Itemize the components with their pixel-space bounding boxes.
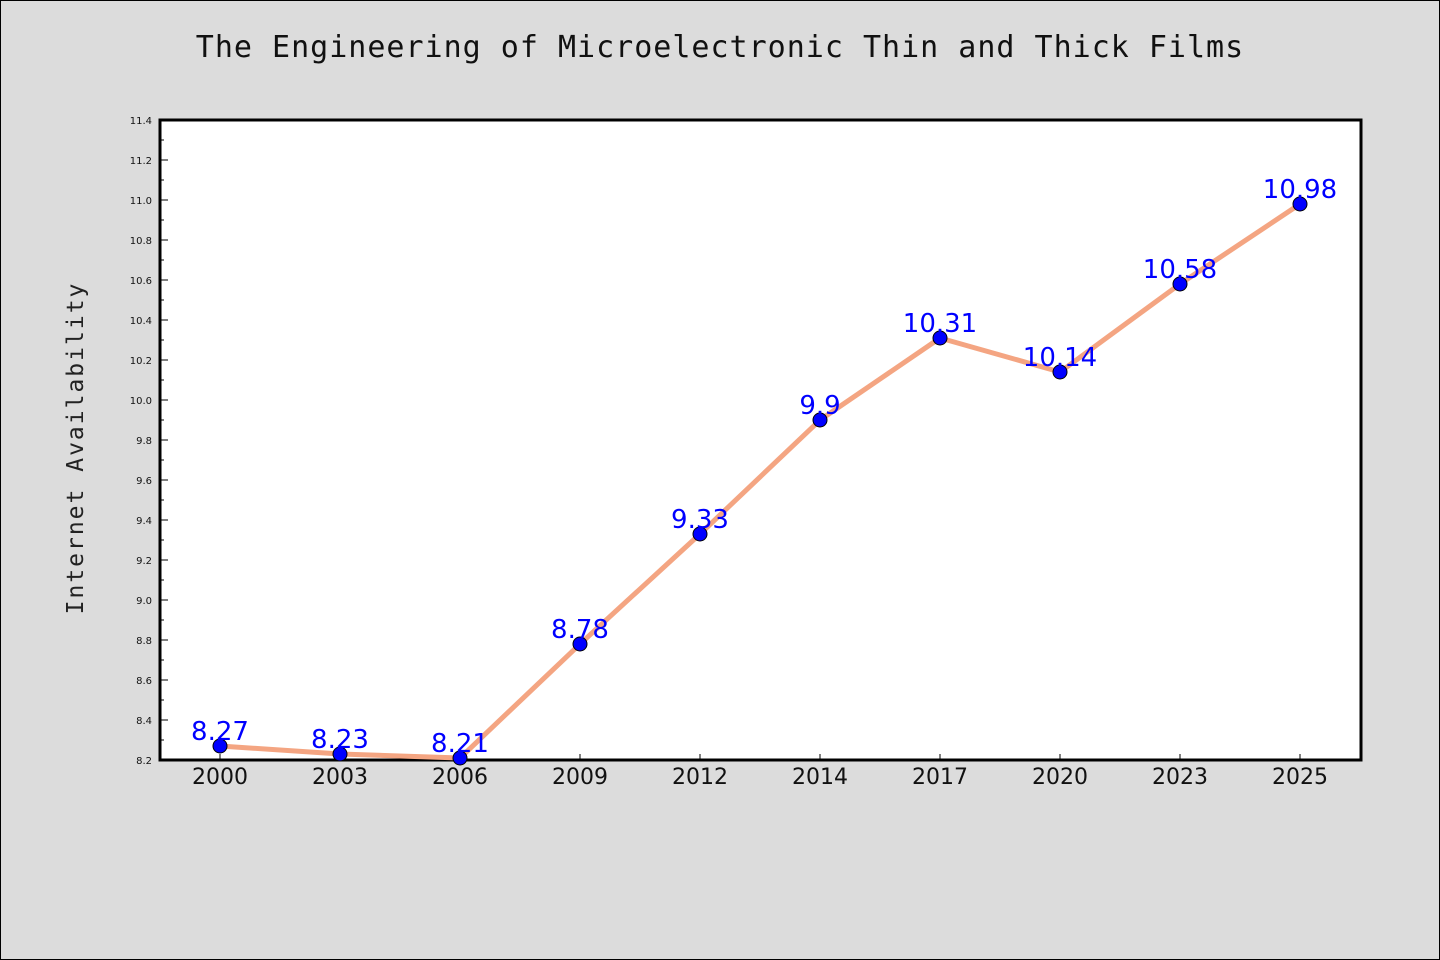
x-tick-label: 2000 [192,765,248,790]
y-tick-label: 10.2 [130,356,152,367]
data-point [1172,276,1188,292]
data-label: 8.78 [551,615,609,645]
series-line [217,201,1303,761]
x-tick-label: 2014 [792,765,848,790]
chart-title: The Engineering of Microelectronic Thin … [195,30,1245,65]
y-tick-label: 9.4 [136,516,152,527]
y-axis: 8.2 8.4 8.6 8.8 9.0 9.2 9.4 9.6 9.8 10.0 10.2 10.4 1… [130,116,168,767]
x-tick-label: 2006 [432,765,488,790]
x-tick-label: 2009 [552,765,608,790]
data-point [1052,364,1068,380]
data-label: 10.58 [1143,255,1217,285]
y-tick-label: 8.4 [136,716,152,727]
data-point [452,750,468,766]
data-point [692,526,708,542]
data-label: 9.9 [799,391,840,421]
y-tick-label: 10.8 [130,236,152,247]
data-point [572,636,588,652]
data-point [932,330,948,346]
x-tick-label: 2020 [1032,765,1088,790]
x-tick-label: 2025 [1272,765,1328,790]
data-label: 10.14 [1023,343,1097,373]
x-tick-label: 2003 [312,765,368,790]
y-tick-label: 11.0 [130,196,152,207]
y-tick-label: 8.8 [136,636,152,647]
data-label: 10.98 [1263,175,1337,205]
data-point [332,746,348,762]
data-label: 10.31 [903,309,977,339]
y-tick-label: 9.8 [136,436,152,447]
data-labels: 8.27 8.23 8.21 8.78 9.33 9.9 10.31 10.14 10.58 10… [191,175,1337,759]
y-tick-label: 11.4 [130,116,152,127]
y-tick-label: 9.2 [136,556,152,567]
data-label: 9.33 [671,505,729,535]
plot-area [158,118,1363,762]
y-tick-label: 9.6 [136,476,152,487]
x-tick-label: 2012 [672,765,728,790]
x-tick-label: 2017 [912,765,968,790]
x-axis: 2000 2003 2006 2009 2012 2014 2017 2020 2023 2025 [192,754,1328,790]
series-line-group [217,201,1303,761]
data-label: 8.21 [431,729,489,759]
data-point [212,738,228,754]
y-tick-label: 10.6 [130,276,152,287]
x-tick-label: 2023 [1152,765,1208,790]
y-tick-label: 8.6 [136,676,152,687]
data-point [1292,196,1308,212]
data-points [212,196,1308,766]
y-tick-label: 9.0 [136,596,152,607]
y-tick-label: 10.4 [130,316,152,327]
y-tick-label: 10.0 [130,396,152,407]
data-point [812,412,828,428]
y-tick-label: 8.2 [136,756,152,767]
y-tick-label: 11.2 [130,156,152,167]
data-label: 8.23 [311,725,369,755]
data-label: 8.27 [191,717,249,747]
